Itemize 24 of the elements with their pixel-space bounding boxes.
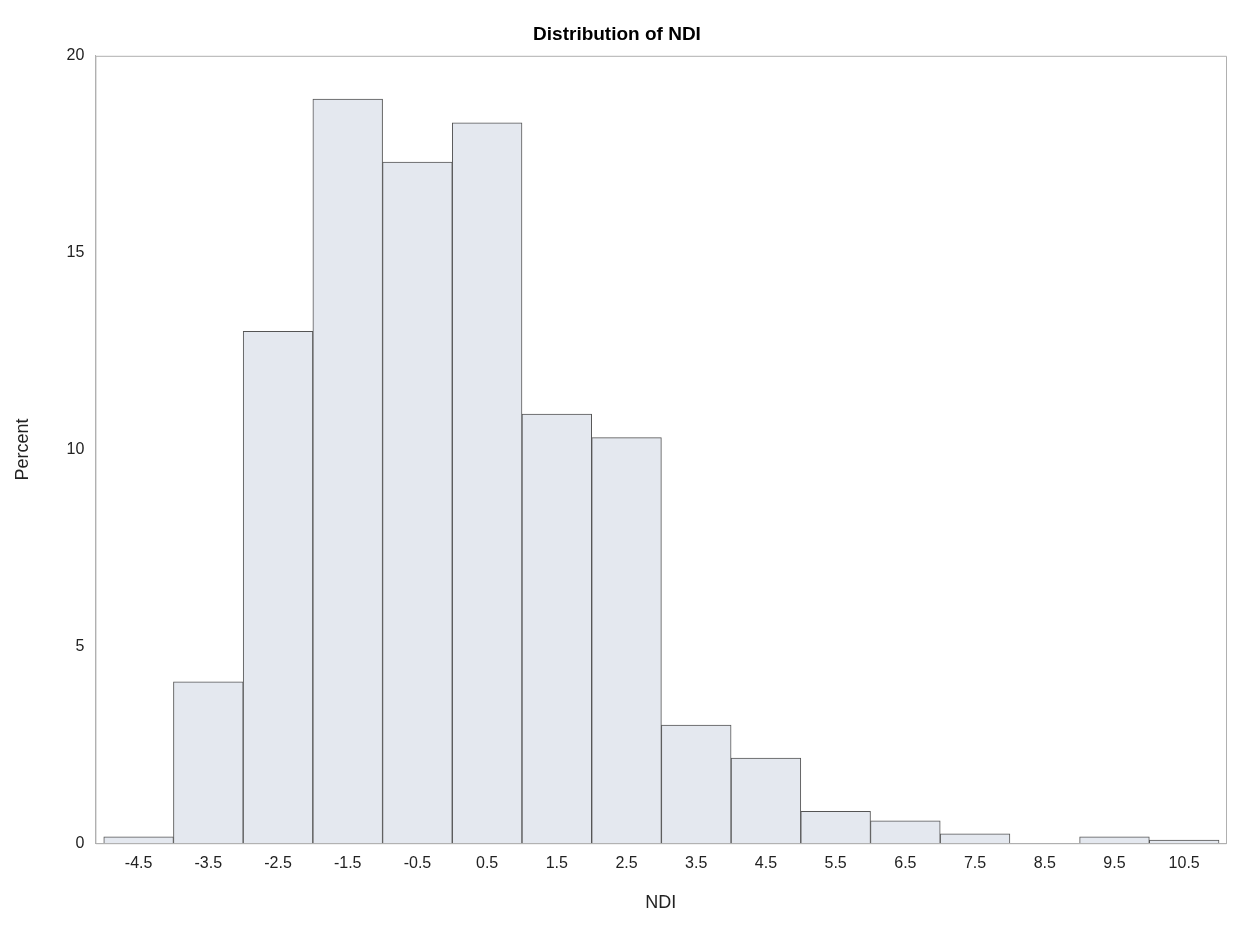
x-tick-label: 2.5 (615, 854, 638, 872)
y-tick-label: 15 (66, 243, 85, 261)
x-tick-label: 10.5 (1168, 854, 1200, 872)
y-tick-label: 20 (66, 46, 85, 64)
x-tick-label: 0.5 (476, 854, 499, 872)
x-tick-label: 1.5 (545, 854, 569, 872)
y-tick-label: 5 (75, 636, 85, 654)
x-tick-label: 8.5 (1033, 854, 1056, 872)
chart-title: Distribution of NDI (533, 22, 701, 44)
x-tick-label: -3.5 (194, 854, 223, 872)
x-tick-label: -2.5 (264, 854, 292, 872)
x-tick-label: -1.5 (333, 854, 362, 872)
y-tick-label: 10 (66, 439, 85, 457)
y-tick-label: 0 (75, 833, 85, 851)
x-tick-label: 4.5 (754, 854, 778, 872)
x-tick-label: 3.5 (685, 854, 708, 872)
y-axis-title: Percent (11, 418, 32, 481)
x-tick-label: -4.5 (124, 854, 153, 872)
x-tick-label: 5.5 (824, 854, 847, 872)
x-tick-label: 9.5 (1103, 854, 1126, 872)
x-tick-label: 7.5 (963, 854, 987, 872)
x-axis-title: NDI (645, 892, 677, 913)
x-tick-label: 6.5 (894, 854, 917, 872)
x-tick-label: -0.5 (403, 854, 432, 872)
